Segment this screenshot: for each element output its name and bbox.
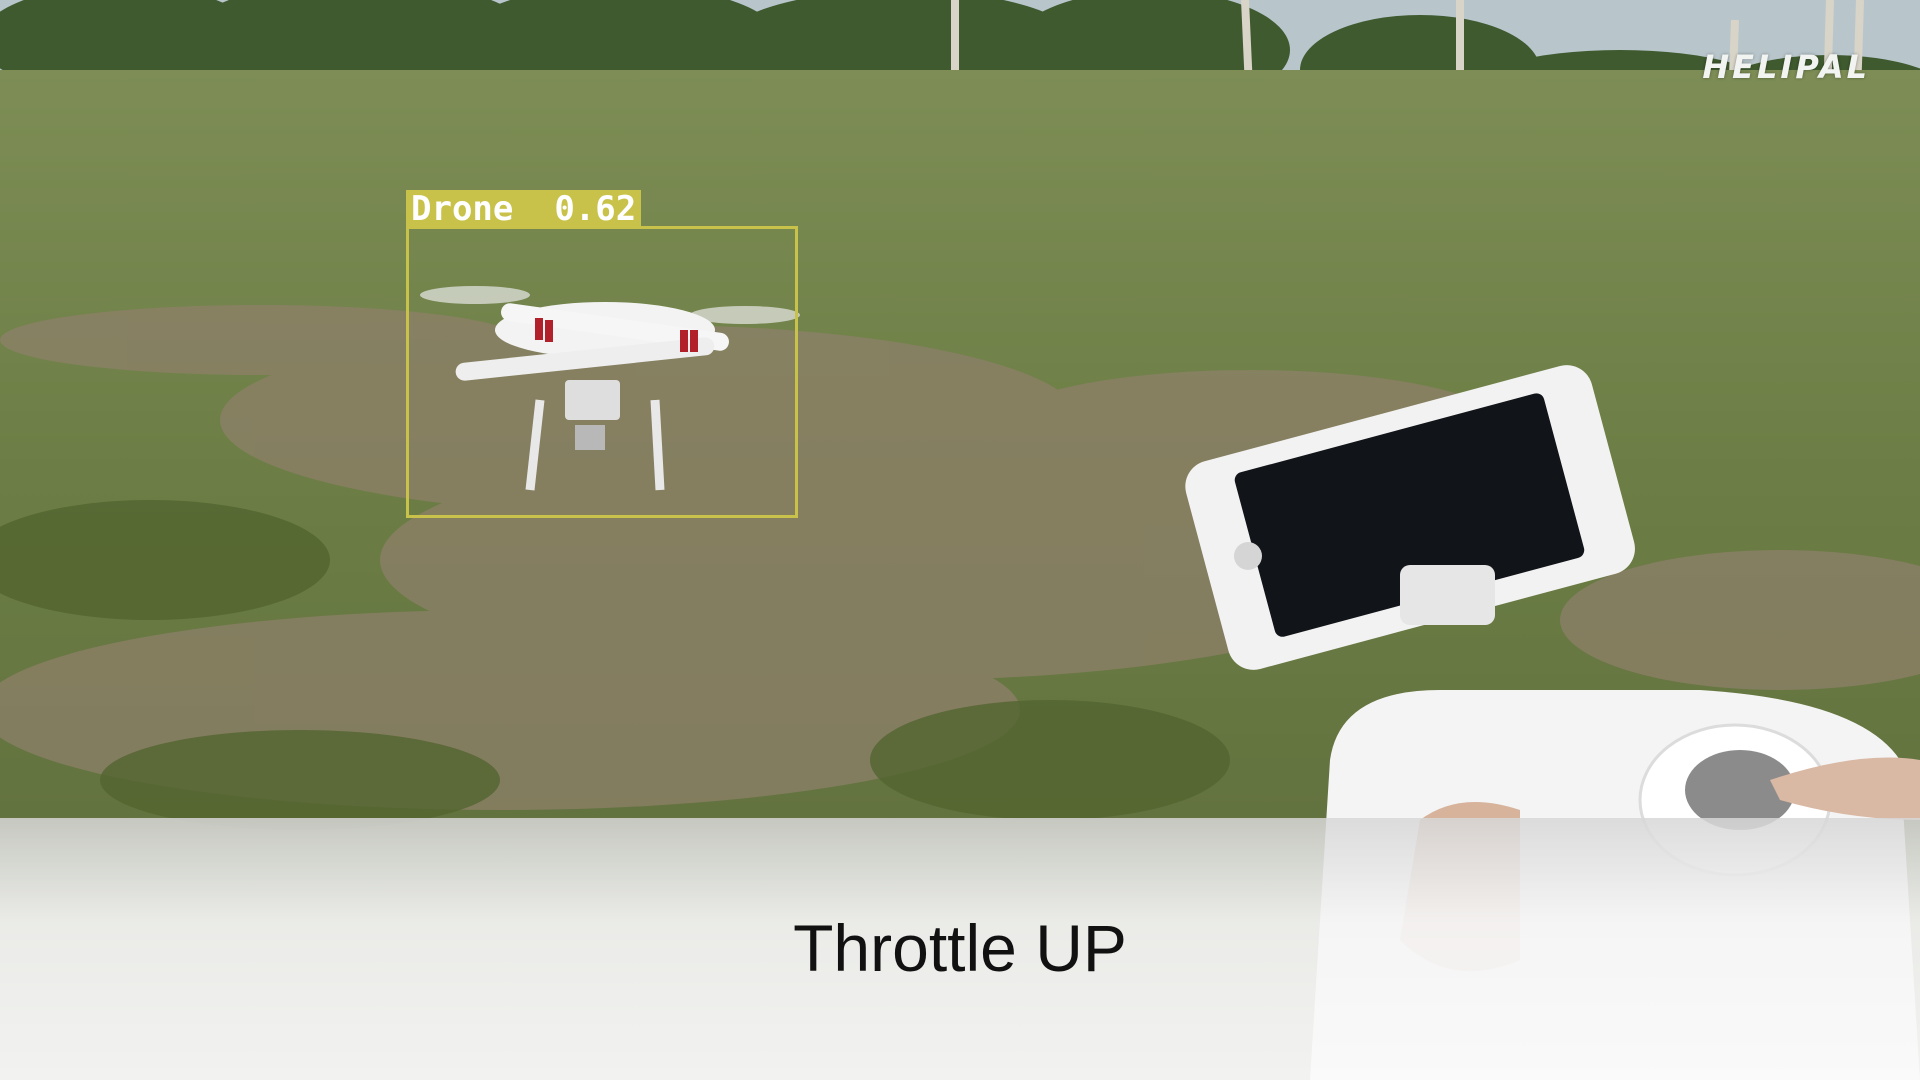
caption-band (0, 818, 1920, 1080)
drone (420, 286, 800, 491)
detection-label: Drone 0.62 (406, 189, 642, 229)
detection-confidence: 0.62 (554, 189, 637, 229)
detection-bounding-box (406, 226, 798, 518)
caption-text: Throttle UP (793, 911, 1127, 985)
helipal-watermark: HELIPAL (1702, 48, 1870, 86)
detection-class: Drone (411, 189, 514, 229)
